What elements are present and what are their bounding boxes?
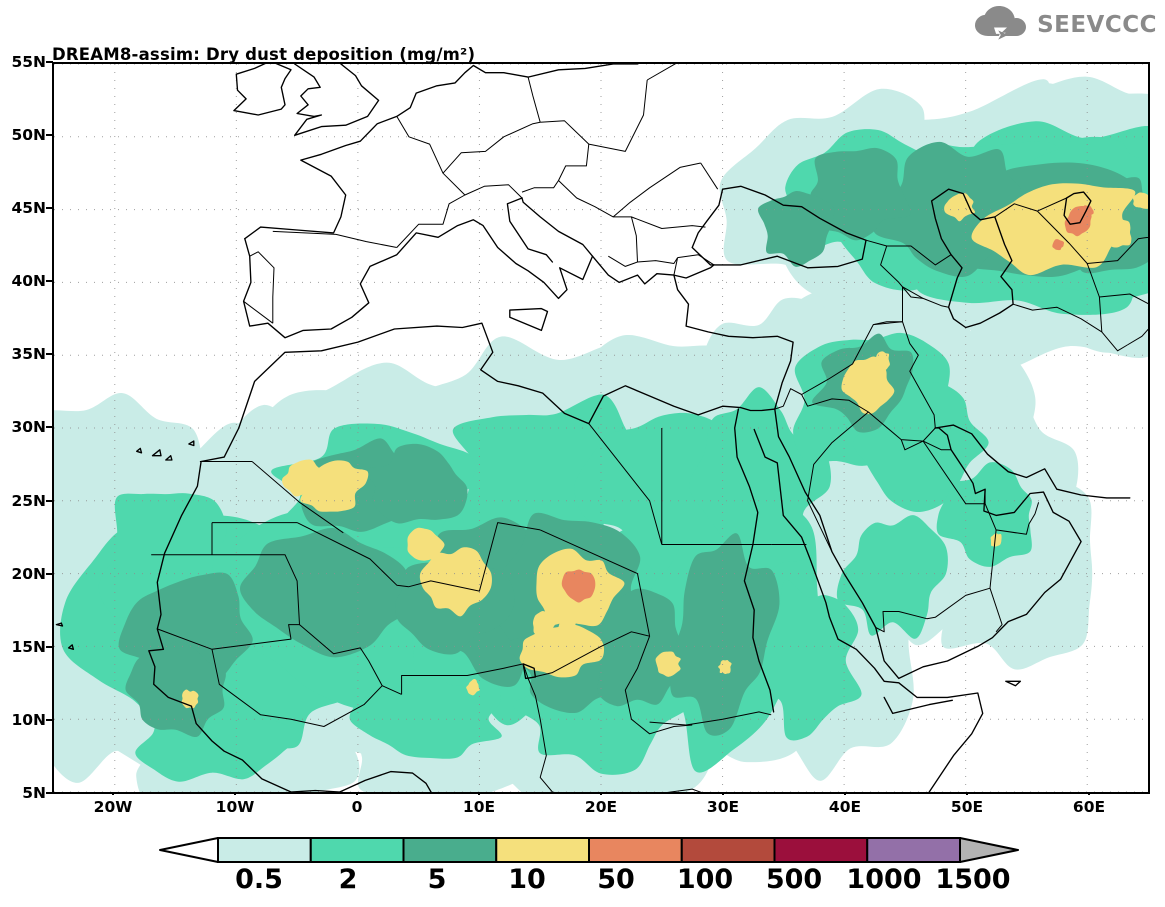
colorbar-segment — [402, 837, 498, 863]
y-tick-label: 30N — [11, 418, 46, 436]
colorbar-tick-labels: 0.5 2 5 10 50 100 500 1000 1500 — [0, 866, 1165, 902]
x-tick-label: 0 — [351, 798, 363, 816]
y-tick — [46, 207, 53, 209]
y-tick-label: 15N — [11, 638, 46, 656]
colorbar-segment — [773, 837, 869, 863]
y-tick-label: 35N — [11, 345, 46, 363]
colorbar-tick-label: 5 — [427, 864, 447, 895]
y-tick — [46, 792, 53, 794]
y-tick — [46, 646, 53, 648]
x-tick-label: 20W — [93, 798, 133, 816]
y-tick — [46, 500, 53, 502]
colorbar-segment — [866, 837, 961, 863]
y-tick-label: 20N — [11, 565, 46, 583]
x-tick-label: 10W — [215, 798, 255, 816]
colorbar-tick-label: 1000 — [846, 864, 922, 895]
colorbar-tick-label: 500 — [765, 864, 823, 895]
x-tick-label: 30E — [706, 798, 740, 816]
y-tick-label: 40N — [11, 272, 46, 290]
colorbar-tick-label: 10 — [508, 864, 546, 895]
y-tick-label: 50N — [11, 126, 46, 144]
y-tick-label: 55N — [11, 53, 46, 71]
y-tick — [46, 61, 53, 63]
colorbar-segment — [495, 837, 590, 863]
map-plot-area — [52, 62, 1150, 794]
colorbar-tick-label: 0.5 — [235, 864, 283, 895]
colorbar-segment — [680, 837, 776, 863]
y-tick — [46, 573, 53, 575]
colorbar-over-arrow — [959, 837, 1019, 863]
colorbar — [0, 836, 1165, 876]
x-tick-label: 40E — [828, 798, 862, 816]
x-tick-label: 60E — [1072, 798, 1106, 816]
y-tick-label: 45N — [11, 199, 46, 217]
colorbar-tick-label: 100 — [676, 864, 734, 895]
y-tick — [46, 134, 53, 136]
y-tick — [46, 719, 53, 721]
political-borders — [151, 64, 1148, 792]
y-tick-label: 25N — [11, 492, 46, 510]
colorbar-segment — [217, 837, 312, 863]
seevccc-logo: SEEVCCC — [972, 6, 1157, 44]
x-tick-label: 10E — [462, 798, 496, 816]
y-tick-label: 10N — [11, 711, 46, 729]
x-tick-label: 20E — [584, 798, 618, 816]
colorbar-under-arrow — [159, 837, 219, 863]
colorbar-tick-label: 50 — [597, 864, 635, 895]
colorbar-swatches — [159, 837, 1019, 863]
colorbar-tick-label: 1500 — [935, 864, 1011, 895]
x-tick-label: 50E — [950, 798, 984, 816]
colorbar-segment — [588, 837, 683, 863]
y-tick — [46, 426, 53, 428]
colorbar-segment — [309, 837, 405, 863]
cloud-icon — [972, 6, 1030, 44]
dust-concentration-field — [54, 76, 1148, 792]
y-tick — [46, 353, 53, 355]
coastlines — [55, 64, 1131, 792]
dust-deposition-map — [54, 64, 1148, 792]
y-tick-label: 5N — [22, 784, 46, 802]
page-title: DREAM8-assim: Dry dust deposition (mg/m²… — [52, 45, 476, 64]
y-tick — [46, 280, 53, 282]
colorbar-tick-label: 2 — [338, 864, 358, 895]
logo-label: SEEVCCC — [1037, 11, 1157, 38]
